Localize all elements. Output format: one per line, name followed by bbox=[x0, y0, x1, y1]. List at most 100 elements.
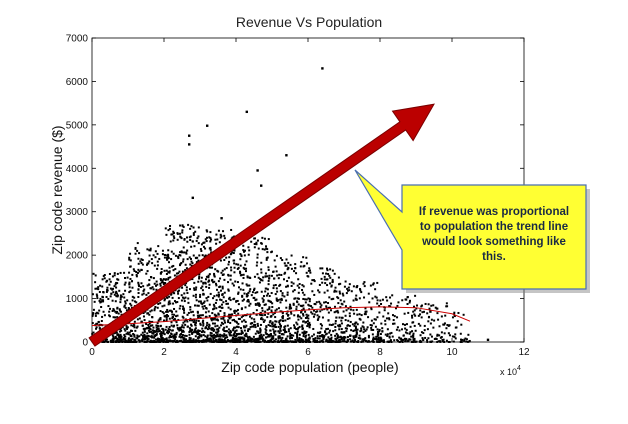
scatter-point bbox=[337, 297, 340, 300]
scatter-point bbox=[116, 278, 119, 281]
scatter-point bbox=[408, 332, 411, 335]
scatter-point bbox=[157, 245, 160, 248]
scatter-point bbox=[275, 287, 278, 290]
scatter-point bbox=[125, 340, 128, 343]
scatter-point bbox=[213, 322, 216, 325]
scatter-point bbox=[285, 264, 288, 267]
scatter-point bbox=[297, 318, 300, 321]
scatter-point bbox=[328, 274, 331, 277]
scatter-point bbox=[337, 339, 340, 342]
scatter-point bbox=[233, 340, 236, 343]
scatter-point bbox=[285, 285, 288, 288]
scatter-point bbox=[138, 335, 141, 338]
scatter-point bbox=[146, 326, 149, 329]
scatter-point bbox=[273, 332, 276, 335]
scatter-point bbox=[114, 340, 117, 343]
scatter-point bbox=[143, 330, 146, 333]
scatter-point bbox=[367, 292, 370, 295]
scatter-point bbox=[318, 332, 321, 335]
scatter-point bbox=[258, 304, 261, 307]
scatter-point bbox=[363, 328, 366, 331]
scatter-point bbox=[349, 320, 352, 323]
scatter-point bbox=[256, 169, 259, 172]
scatter-point bbox=[191, 310, 194, 313]
scatter-point bbox=[262, 320, 265, 323]
scatter-point bbox=[220, 303, 223, 306]
scatter-point bbox=[156, 306, 159, 309]
scatter-point bbox=[156, 322, 159, 325]
scatter-point bbox=[304, 301, 307, 304]
scatter-point bbox=[249, 326, 252, 329]
scatter-point bbox=[274, 284, 277, 287]
scatter-point bbox=[142, 327, 145, 330]
scatter-point bbox=[253, 246, 256, 249]
scatter-point bbox=[318, 315, 321, 318]
scatter-point bbox=[297, 278, 300, 281]
scatter-point bbox=[199, 316, 202, 319]
scatter-point bbox=[438, 325, 441, 328]
scatter-point bbox=[355, 332, 358, 335]
scatter-point bbox=[273, 277, 276, 280]
scatter-point bbox=[276, 299, 279, 302]
scatter-point bbox=[248, 284, 251, 287]
scatter-point bbox=[211, 327, 214, 330]
scatter-point bbox=[336, 337, 339, 340]
scatter-point bbox=[330, 340, 333, 343]
scatter-point bbox=[130, 324, 133, 327]
scatter-point bbox=[213, 272, 216, 275]
scatter-point bbox=[223, 330, 226, 333]
scatter-point bbox=[420, 316, 423, 319]
scatter-point bbox=[310, 305, 313, 308]
scatter-point bbox=[302, 265, 305, 268]
scatter-point bbox=[165, 272, 168, 275]
scatter-point bbox=[312, 327, 315, 330]
scatter-point bbox=[91, 293, 94, 296]
scatter-point bbox=[118, 289, 121, 292]
scatter-point bbox=[350, 290, 353, 293]
scatter-point bbox=[164, 227, 167, 230]
scatter-point bbox=[240, 254, 243, 257]
scatter-point bbox=[270, 314, 273, 317]
scatter-point bbox=[123, 328, 126, 331]
scatter-point bbox=[225, 267, 228, 270]
scatter-point bbox=[295, 308, 298, 311]
scatter-point bbox=[328, 323, 331, 326]
scatter-point bbox=[187, 297, 190, 300]
scatter-point bbox=[221, 334, 224, 337]
scatter-point bbox=[321, 308, 324, 311]
scatter-point bbox=[327, 273, 330, 276]
scatter-point bbox=[282, 278, 285, 281]
scatter-point bbox=[401, 339, 404, 342]
scatter-point bbox=[248, 304, 251, 307]
scatter-point bbox=[233, 311, 236, 314]
scatter-point bbox=[311, 335, 314, 338]
scatter-point bbox=[219, 236, 222, 239]
scatter-point bbox=[283, 340, 286, 343]
scatter-point bbox=[325, 338, 328, 341]
scatter-point bbox=[209, 240, 212, 243]
scatter-point bbox=[213, 280, 216, 283]
scatter-point bbox=[165, 310, 168, 313]
scatter-point bbox=[274, 293, 277, 296]
scatter-point bbox=[253, 287, 256, 290]
scatter-point bbox=[293, 314, 296, 317]
scatter-point bbox=[128, 281, 131, 284]
scatter-point bbox=[116, 333, 119, 336]
scatter-point bbox=[217, 328, 220, 331]
scatter-point bbox=[245, 339, 248, 342]
scatter-point bbox=[172, 340, 175, 343]
scatter-point bbox=[169, 224, 172, 227]
scatter-point bbox=[212, 336, 215, 339]
scatter-point bbox=[159, 317, 162, 320]
scatter-point bbox=[140, 262, 143, 265]
scatter-point bbox=[202, 340, 205, 343]
scatter-point bbox=[286, 291, 289, 294]
scatter-point bbox=[339, 325, 342, 328]
scatter-point bbox=[187, 301, 190, 304]
scatter-point bbox=[426, 339, 429, 342]
scatter-point bbox=[181, 270, 184, 273]
scatter-point bbox=[199, 322, 202, 325]
scatter-point bbox=[189, 337, 192, 340]
scatter-point bbox=[252, 311, 255, 314]
scatter-point bbox=[141, 331, 144, 334]
